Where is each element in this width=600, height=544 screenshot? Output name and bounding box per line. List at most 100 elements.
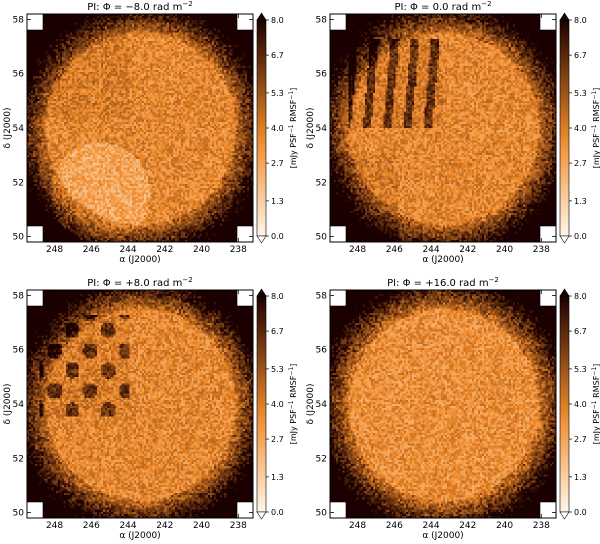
y-axis-label: δ (J2000): [3, 384, 13, 425]
colorbar-tick-label: 6.7: [574, 327, 587, 336]
corner-mask: [236, 13, 254, 31]
colorbar-label-superscript: −1: [591, 400, 598, 409]
colorbar-tick-label: 4.0: [574, 124, 587, 133]
colorbar-label: [mJy PSF−1 RMSF−1]: [288, 88, 298, 169]
heatmap-image: [27, 14, 253, 242]
corner-mask: [26, 225, 44, 243]
y-tick-label: 50: [316, 233, 328, 243]
x-tick-label: 246: [83, 521, 100, 531]
x-tick-label: 240: [193, 521, 210, 531]
corner-mask: [539, 501, 557, 519]
corner-mask: [539, 289, 557, 307]
y-tick-label: 54: [13, 400, 25, 410]
chart-title-superscript: −2: [182, 0, 192, 8]
corner-mask: [26, 13, 44, 31]
x-tick-label: 246: [386, 245, 403, 255]
colorbar-tick-label: 5.3: [271, 89, 284, 98]
colorbar-label-superscript: −1: [591, 124, 598, 133]
colorbar: [256, 295, 267, 513]
colorbar-min-arrow: [256, 235, 267, 244]
colorbar-min-arrow: [256, 511, 267, 520]
corner-mask: [539, 13, 557, 31]
corner-mask: [236, 501, 254, 519]
y-tick-label: 56: [13, 70, 25, 80]
corner-mask: [236, 225, 254, 243]
x-tick-label: 248: [349, 245, 366, 255]
x-tick-label: 240: [496, 521, 513, 531]
corner-mask: [329, 289, 347, 307]
colorbar-tick-label: 5.3: [271, 365, 284, 374]
corner-mask: [329, 225, 347, 243]
x-tick-label: 248: [46, 245, 63, 255]
colorbar-tick-label: 0.0: [574, 508, 587, 517]
heatmap-image: [27, 290, 253, 518]
x-tick-label: 244: [422, 521, 439, 531]
colorbar-tick-label: 0.0: [271, 508, 284, 517]
colorbar-tick-label: 6.7: [271, 51, 284, 60]
colorbar-label: [mJy PSF−1 RMSF−1]: [591, 88, 600, 169]
colorbar-label: [mJy PSF−1 RMSF−1]: [288, 364, 298, 445]
x-axis-label: α (J2000): [119, 531, 160, 540]
x-tick-label: 238: [230, 245, 247, 255]
colorbar-tick-label: 6.7: [574, 51, 587, 60]
x-tick-label: 238: [533, 245, 550, 255]
y-tick-label: 50: [13, 509, 25, 519]
y-tick-label: 58: [316, 291, 328, 301]
colorbar: [559, 295, 570, 513]
colorbar-tick-label: 1.3: [271, 197, 284, 206]
heatmap-image: [330, 14, 556, 242]
x-tick-label: 244: [119, 521, 136, 531]
x-tick-label: 242: [156, 245, 173, 255]
colorbar-tick-label: 8.0: [271, 16, 284, 25]
chart-title: PI: Φ = +8.0 rad m−2: [87, 276, 192, 289]
colorbar-label-part: ]: [592, 88, 600, 91]
colorbar-max-arrow: [256, 12, 267, 21]
colorbar-tick-label: 2.7: [574, 159, 587, 168]
colorbar-label-part: RMSF: [289, 99, 298, 124]
x-tick-label: 246: [386, 521, 403, 531]
colorbar-tick-label: 2.7: [271, 435, 284, 444]
colorbar-tick-label: 4.0: [574, 400, 587, 409]
panel-4: PI: Φ = +16.0 rad m−2 248 246 244 242 240 238 5…: [306, 276, 600, 541]
colorbar-label-superscript: −1: [288, 367, 295, 376]
colorbar-tick-label: 2.7: [271, 159, 284, 168]
x-axis-label: α (J2000): [422, 531, 463, 540]
colorbar-label-part: RMSF: [592, 375, 600, 400]
x-tick-label: 242: [459, 521, 476, 531]
colorbar-min-arrow: [559, 235, 570, 244]
y-tick-label: 52: [13, 454, 24, 464]
y-axis-label: δ (J2000): [306, 108, 316, 149]
colorbar-tick-label: 1.3: [574, 473, 587, 482]
chart-title: PI: Φ = 0.0 rad m−2: [394, 0, 491, 13]
y-tick-label: 50: [316, 509, 328, 519]
x-tick-label: 242: [156, 521, 173, 531]
panel-2: PI: Φ = 0.0 rad m−2 248 246 244 242 240 238 50 5…: [306, 0, 600, 265]
corner-mask: [26, 501, 44, 519]
colorbar-tick-label: 0.0: [574, 232, 587, 241]
colorbar-label-part: [mJy PSF: [592, 133, 600, 168]
y-tick-label: 56: [316, 70, 328, 80]
corner-mask: [329, 13, 347, 31]
x-tick-label: 238: [230, 521, 247, 531]
y-tick-label: 58: [316, 15, 328, 25]
corner-mask: [26, 289, 44, 307]
colorbar-label-part: RMSF: [592, 99, 600, 124]
y-tick-label: 58: [13, 15, 25, 25]
y-tick-label: 52: [13, 178, 24, 188]
colorbar-label-superscript: −1: [288, 400, 295, 409]
x-axis-label: α (J2000): [119, 255, 160, 265]
y-tick-label: 56: [13, 346, 25, 356]
colorbar-max-arrow: [256, 288, 267, 297]
y-tick-label: 56: [316, 346, 328, 356]
colorbar-tick-label: 6.7: [271, 327, 284, 336]
colorbar-tick-label: 4.0: [271, 124, 284, 133]
panel-1: PI: Φ = −8.0 rad m−2 248 246 244 242 240 238 50…: [3, 0, 298, 265]
colorbar-tick-label: 2.7: [574, 435, 587, 444]
colorbar-tick-label: 0.0: [271, 232, 284, 241]
colorbar-min-arrow: [559, 511, 570, 520]
colorbar-label-part: [mJy PSF: [289, 133, 298, 168]
y-tick-label: 52: [316, 454, 327, 464]
chart-title: PI: Φ = −8.0 rad m−2: [87, 0, 192, 13]
